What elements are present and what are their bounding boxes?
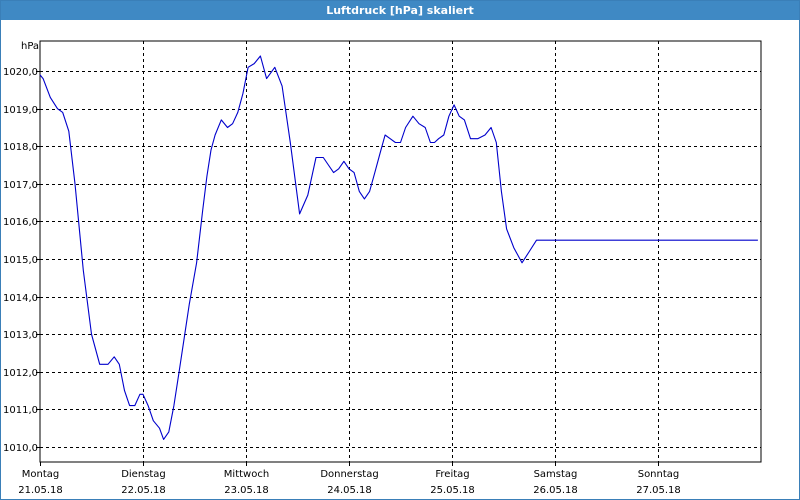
x-tick-date: 21.05.18 (18, 485, 63, 496)
x-tick-date: 27.05.18 (636, 485, 681, 496)
y-tick-label: 1017,0 (3, 180, 38, 191)
y-tick-label: 1014,0 (3, 293, 38, 304)
x-tick-day: Samstag (534, 469, 578, 480)
x-tick-date: 24.05.18 (327, 485, 372, 496)
y-tick-label: 1010,0 (3, 443, 38, 454)
pressure-series-line (39, 55, 758, 440)
y-tick-label: 1019,0 (3, 105, 38, 116)
y-tick-label: 1020,0 (3, 67, 38, 78)
x-tick-day: Dienstag (121, 469, 166, 480)
y-tick-label: 1018,0 (3, 142, 38, 153)
x-tick-date: 22.05.18 (121, 485, 166, 496)
x-tick-date: 25.05.18 (430, 485, 475, 496)
y-tick-label: 1013,0 (3, 330, 38, 341)
x-tick-day: Sonntag (638, 469, 680, 480)
y-tick-label: 1016,0 (3, 217, 38, 228)
y-tick-label: 1015,0 (3, 255, 38, 266)
x-tick-day: Donnerstag (320, 469, 378, 480)
x-tick-day: Freitag (435, 469, 469, 480)
x-tick-day: Mittwoch (224, 469, 269, 480)
y-axis-label: hPa (21, 41, 39, 52)
y-tick-label: 1011,0 (3, 405, 38, 416)
y-tick-label: 1012,0 (3, 368, 38, 379)
window-title: Luftdruck [hPa] skaliert (1, 1, 799, 20)
x-tick-date: 23.05.18 (224, 485, 269, 496)
x-tick-date: 26.05.18 (533, 485, 578, 496)
plot-area (39, 40, 762, 463)
x-tick-day: Montag (22, 469, 59, 480)
